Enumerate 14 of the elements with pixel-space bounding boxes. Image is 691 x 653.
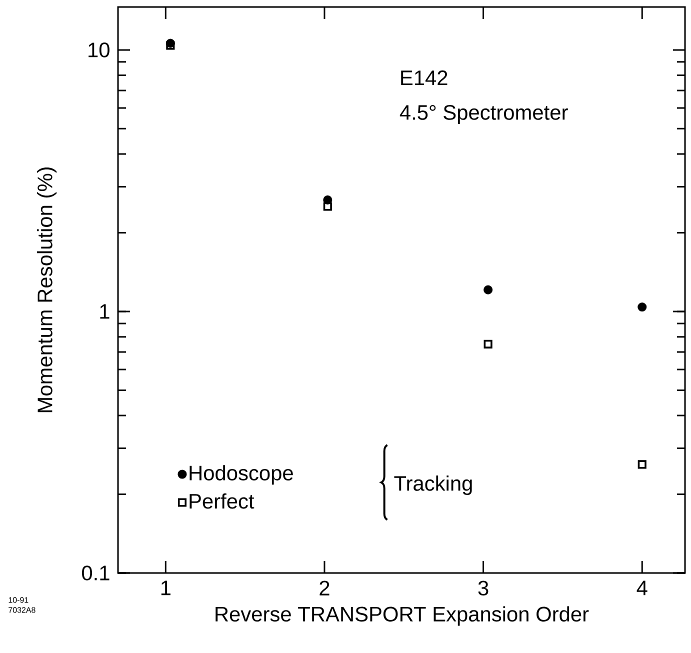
y-tick-label: 1 bbox=[100, 304, 110, 319]
y-tick-label: 0.1 bbox=[82, 566, 110, 580]
y-axis-title: Momentum Resolution (%) bbox=[37, 168, 57, 412]
x-tick-label: 1 bbox=[161, 580, 170, 596]
annotation: 4.5° Spectrometer bbox=[400, 105, 568, 124]
legend-label: Perfect bbox=[190, 493, 254, 509]
x-axis-title: Reverse TRANSPORT Expansion Order bbox=[216, 606, 589, 626]
x-tick-label: 4 bbox=[636, 580, 648, 596]
y-tick-label: 10 bbox=[88, 42, 110, 58]
x-tick-label: 2 bbox=[320, 580, 330, 596]
annotation: Tracking bbox=[394, 476, 472, 496]
legend-label: Hodoscope bbox=[190, 465, 293, 485]
annotation: E142 bbox=[401, 70, 448, 86]
x-tick-label: 3 bbox=[478, 580, 488, 596]
